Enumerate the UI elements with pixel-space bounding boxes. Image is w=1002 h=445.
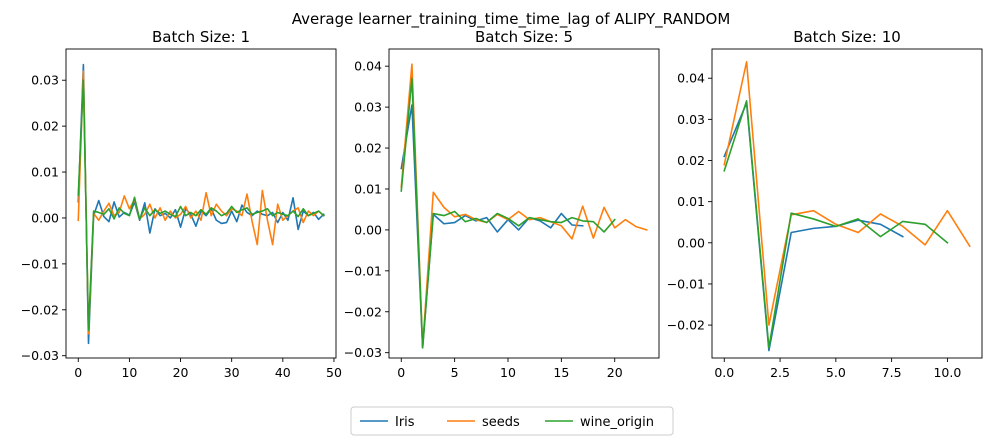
series-line-wine-origin [723, 100, 949, 349]
y-tick-label: 0.03 [354, 100, 382, 115]
subplot-title: Batch Size: 5 [475, 28, 573, 46]
x-tick-label: 10 [121, 365, 137, 380]
x-tick-label: 30 [224, 365, 240, 380]
y-tick-label: −0.02 [21, 302, 59, 317]
y-tick-label: 0.01 [677, 194, 705, 209]
series-line-seeds [723, 60, 971, 326]
subplot-title: Batch Size: 10 [793, 28, 901, 46]
x-tick-label: 2.5 [770, 365, 790, 380]
subplot-batch-1: Batch Size: 1 0 10 20 30 40 50 −0.03 −0.02 −0.01 0… [21, 28, 342, 380]
series-line-wine-origin [77, 79, 325, 332]
x-tick-label: 40 [275, 365, 291, 380]
y-tick-label: −0.01 [21, 256, 59, 271]
y-tick-label: −0.01 [344, 263, 382, 278]
subplot-batch-10: Batch Size: 10 0.0 2.5 5.0 7.5 10.0 −0.02 −0.01… [667, 28, 983, 380]
axes-frame [388, 48, 660, 359]
x-tick-label: 15 [553, 365, 569, 380]
axes-frame [65, 48, 337, 359]
x-tick-label: 20 [173, 365, 189, 380]
y-tick-label: 0.01 [31, 165, 59, 180]
y-tick-label: 0.00 [31, 210, 59, 225]
y-tick-label: 0.04 [677, 71, 705, 86]
legend-label-wine-origin: wine_origin [580, 415, 654, 430]
legend: Iris seeds wine_origin [350, 406, 674, 436]
y-tick-label: 0.03 [677, 112, 705, 127]
x-tick-label: 0 [74, 365, 82, 380]
figure-suptitle: Average learner_training_time_time_lag o… [292, 10, 731, 29]
x-tick-label: 10.0 [933, 365, 961, 380]
y-tick-label: 0.03 [31, 73, 59, 88]
y-tick-label: 0.02 [31, 119, 59, 134]
y-tick-label: 0.04 [354, 59, 382, 74]
y-tick-label: −0.03 [344, 345, 382, 360]
subplot-title: Batch Size: 1 [152, 28, 250, 46]
subplot-batch-5: Batch Size: 5 0 5 10 15 20 −0.03 −0.02 −0.01 0.00… [344, 28, 660, 380]
y-tick-label: 0.02 [354, 141, 382, 156]
x-tick-label: 7.5 [882, 365, 902, 380]
x-tick-label: 50 [326, 365, 342, 380]
y-tick-label: 0.00 [354, 222, 382, 237]
series-line-seeds [400, 63, 648, 348]
x-tick-label: 0 [397, 365, 405, 380]
x-tick-label: 5.0 [826, 365, 846, 380]
y-tick-label: 0.01 [354, 181, 382, 196]
legend-entry-seeds: seeds [447, 415, 520, 430]
legend-label-iris: Iris [395, 415, 415, 430]
y-tick-label: −0.03 [21, 348, 59, 363]
axes-frame [711, 48, 983, 359]
legend-entry-iris: Iris [360, 415, 415, 430]
x-tick-label: 0.0 [714, 365, 734, 380]
y-tick-label: 0.02 [677, 153, 705, 168]
series-line-iris [723, 102, 904, 352]
series-line-iris [400, 104, 584, 349]
y-tick-label: −0.02 [344, 304, 382, 319]
legend-label-seeds: seeds [482, 415, 520, 430]
x-tick-label: 5 [451, 365, 459, 380]
y-tick-label: 0.00 [677, 235, 705, 250]
series-line-iris [77, 63, 325, 345]
x-tick-label: 10 [500, 365, 516, 380]
x-tick-label: 20 [607, 365, 623, 380]
series-line-wine-origin [400, 77, 616, 349]
legend-entry-wine-origin: wine_origin [545, 415, 654, 430]
y-tick-label: −0.01 [667, 276, 705, 291]
y-tick-label: −0.02 [667, 318, 705, 333]
legend-frame [350, 406, 674, 436]
series-line-seeds [77, 70, 325, 335]
